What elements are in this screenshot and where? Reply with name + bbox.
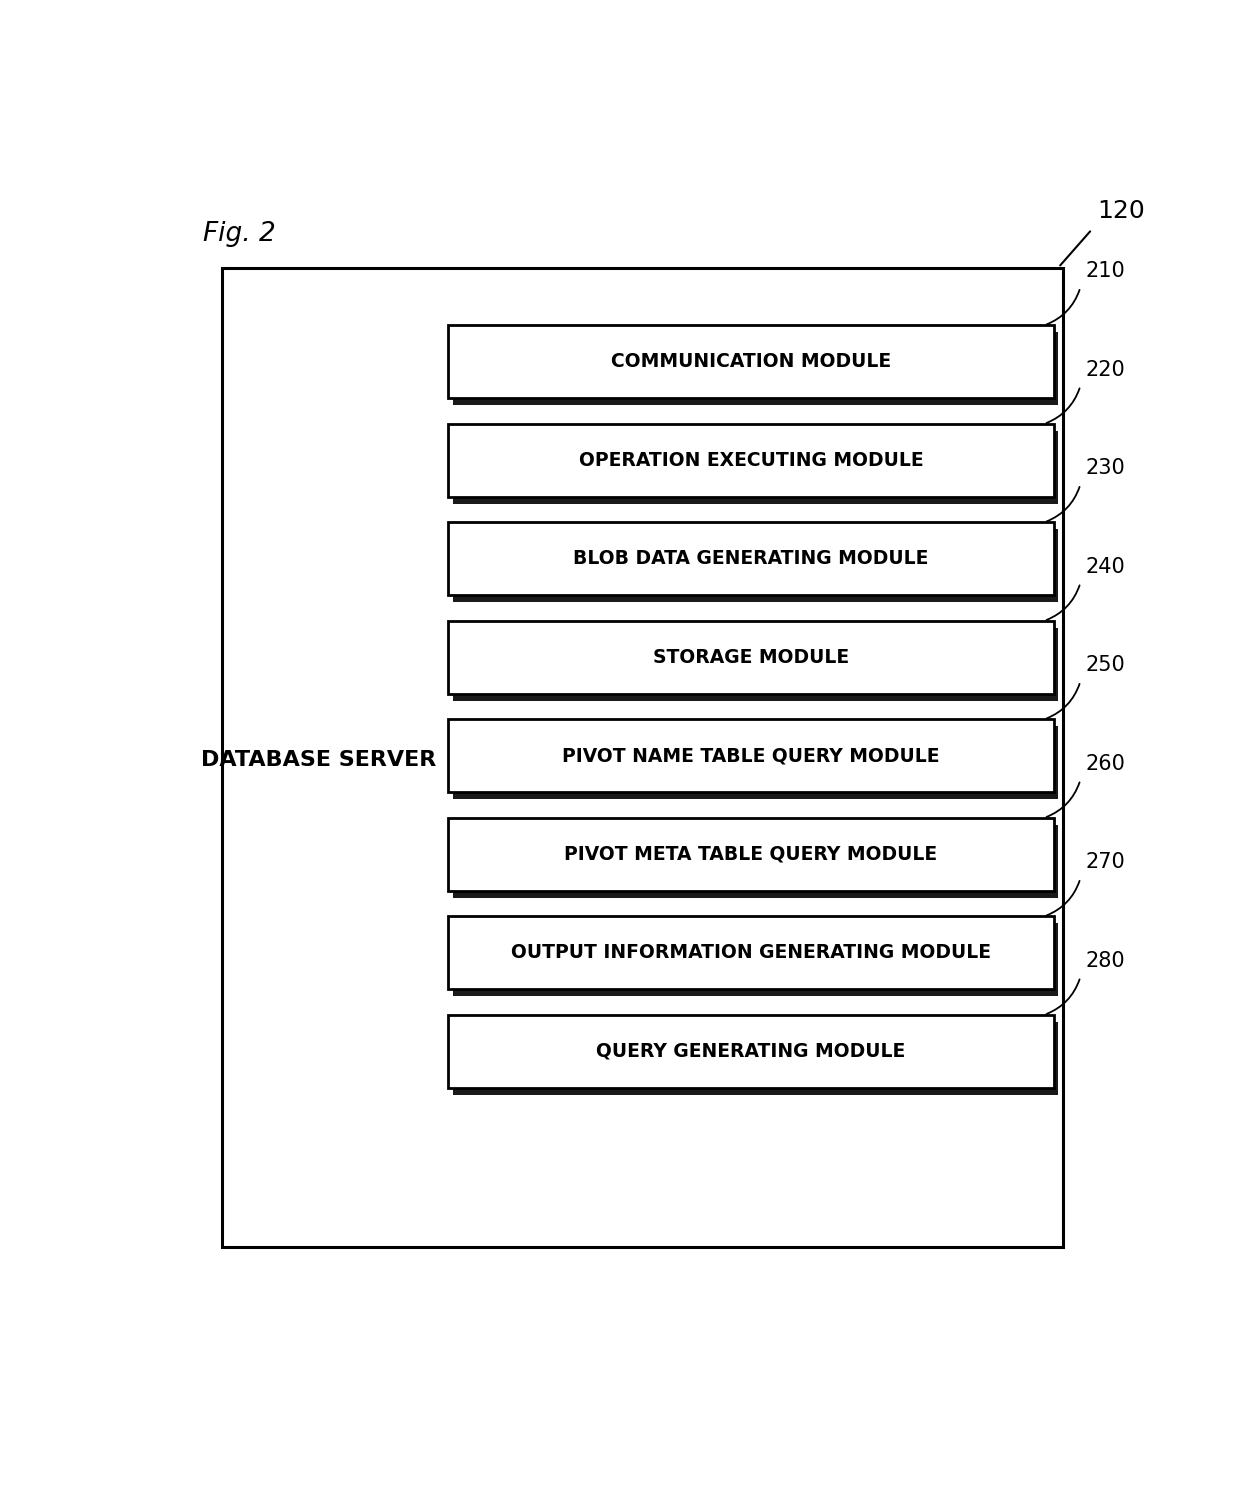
- Bar: [448, 424, 1054, 497]
- Text: 270: 270: [1085, 852, 1125, 873]
- Bar: [453, 430, 1059, 504]
- Text: PIVOT META TABLE QUERY MODULE: PIVOT META TABLE QUERY MODULE: [564, 844, 937, 864]
- Text: 120: 120: [1097, 200, 1145, 223]
- Bar: [222, 268, 1063, 1246]
- Text: BLOB DATA GENERATING MODULE: BLOB DATA GENERATING MODULE: [573, 549, 929, 569]
- Text: STORAGE MODULE: STORAGE MODULE: [652, 649, 849, 667]
- Bar: [453, 628, 1059, 701]
- Text: DATABASE SERVER: DATABASE SERVER: [201, 749, 436, 771]
- Text: 240: 240: [1085, 557, 1125, 576]
- Bar: [448, 325, 1054, 399]
- Bar: [453, 333, 1059, 405]
- Text: 260: 260: [1085, 754, 1125, 774]
- Bar: [448, 1014, 1054, 1088]
- Bar: [453, 825, 1059, 898]
- Text: 210: 210: [1085, 262, 1125, 281]
- Bar: [453, 727, 1059, 799]
- Text: 220: 220: [1085, 360, 1125, 379]
- Text: COMMUNICATION MODULE: COMMUNICATION MODULE: [611, 352, 890, 372]
- Text: QUERY GENERATING MODULE: QUERY GENERATING MODULE: [596, 1041, 905, 1061]
- Text: 250: 250: [1085, 656, 1125, 676]
- Text: Fig. 2: Fig. 2: [203, 221, 275, 247]
- Bar: [448, 817, 1054, 891]
- Text: PIVOT NAME TABLE QUERY MODULE: PIVOT NAME TABLE QUERY MODULE: [562, 746, 940, 766]
- Bar: [448, 917, 1054, 989]
- Text: 280: 280: [1085, 951, 1125, 971]
- Text: OPERATION EXECUTING MODULE: OPERATION EXECUTING MODULE: [579, 452, 923, 470]
- Bar: [448, 719, 1054, 793]
- Bar: [448, 622, 1054, 694]
- Bar: [453, 530, 1059, 602]
- Text: 230: 230: [1085, 459, 1125, 479]
- Bar: [453, 1022, 1059, 1096]
- Bar: [453, 924, 1059, 996]
- Text: OUTPUT INFORMATION GENERATING MODULE: OUTPUT INFORMATION GENERATING MODULE: [511, 944, 991, 963]
- Bar: [448, 522, 1054, 596]
